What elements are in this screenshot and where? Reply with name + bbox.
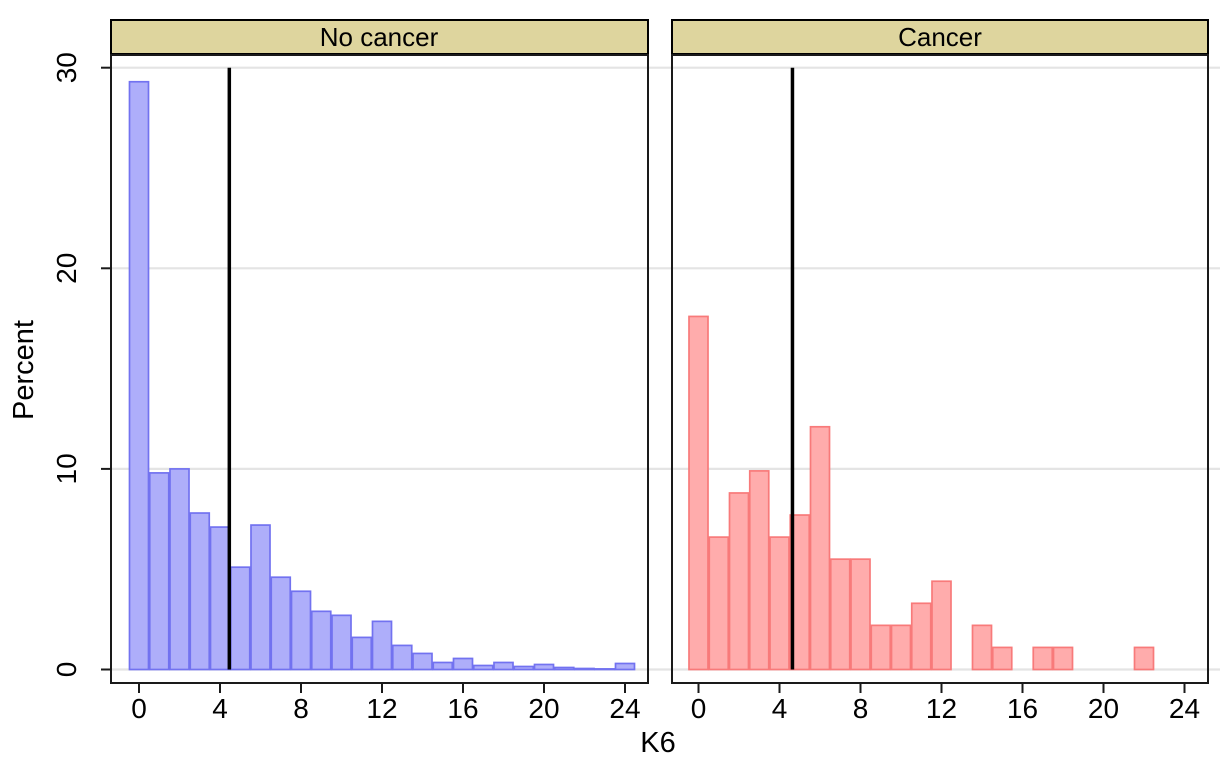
x-tick-label: 16 <box>447 693 478 724</box>
histogram-bar-k6-18 <box>493 661 514 671</box>
x-tick-label: 20 <box>528 693 559 724</box>
histogram-bar-k6-18 <box>1052 646 1074 671</box>
histogram-bar-k6-22 <box>1133 646 1155 671</box>
x-tick-label: 8 <box>853 693 869 724</box>
histogram-bar-k6-13 <box>391 644 413 671</box>
x-tick-label: 12 <box>926 693 957 724</box>
histogram-bar-k6-2 <box>728 492 750 671</box>
y-axis-title: Percent <box>8 320 40 420</box>
histogram-bar-k6-0 <box>688 315 709 671</box>
axis-labels-layer: Percent K6 No cancer Cancer <box>8 22 982 759</box>
x-tick-label: 16 <box>1007 693 1038 724</box>
histogram-bar-k6-4 <box>209 526 231 671</box>
panel-title-cancer: Cancer <box>898 22 982 52</box>
histogram-bar-k6-17 <box>472 664 494 671</box>
x-tick-label: 8 <box>293 693 309 724</box>
histogram-bar-k6-9 <box>310 610 332 671</box>
histogram-bar-k6-15 <box>432 661 454 671</box>
histogram-bar-k6-22 <box>574 667 595 671</box>
panel-title-band <box>671 19 1209 55</box>
histogram-bar-k6-5 <box>789 514 811 671</box>
x-tick-label: 4 <box>212 693 228 724</box>
histogram-bar-k6-16 <box>452 657 474 671</box>
y-tick-label: 10 <box>51 453 82 484</box>
histogram-bar-k6-8 <box>290 590 312 671</box>
histogram-bar-k6-1 <box>148 472 170 671</box>
histogram-bar-k6-11 <box>910 602 932 671</box>
plot-frame <box>110 54 649 684</box>
histogram-bar-k6-6 <box>250 524 271 671</box>
histogram-bar-k6-1 <box>708 536 730 671</box>
x-tick-label: 12 <box>366 693 397 724</box>
histogram-bar-k6-14 <box>971 624 993 671</box>
panel-title-band <box>110 19 649 55</box>
x-tick-label: 0 <box>131 693 147 724</box>
histogram-bar-k6-21 <box>553 666 575 671</box>
histogram-bar-k6-7 <box>270 576 292 671</box>
x-tick-label: 20 <box>1088 693 1119 724</box>
histogram-bar-k6-12 <box>931 580 952 671</box>
histogram-bar-k6-23 <box>594 668 616 671</box>
histogram-bar-k6-2 <box>169 468 190 671</box>
y-tick-label: 0 <box>51 662 82 678</box>
x-tick-label: 24 <box>1169 693 1200 724</box>
y-tick-label: 20 <box>51 253 82 284</box>
plot-frame <box>671 54 1209 684</box>
histogram-bar-k6-6 <box>809 425 831 671</box>
panel-title-no-cancer: No cancer <box>320 22 439 52</box>
y-tick-label: 30 <box>51 52 82 83</box>
x-axis-title: K6 <box>640 727 675 759</box>
histogram-bar-k6-10 <box>331 614 352 671</box>
histogram-bar-k6-15 <box>991 646 1013 671</box>
histogram-bar-k6-3 <box>748 470 770 671</box>
histogram-bar-k6-17 <box>1032 646 1054 671</box>
histogram-bar-k6-0 <box>128 80 150 671</box>
histogram-bar-k6-12 <box>371 620 393 671</box>
histogram-bar-k6-3 <box>189 512 211 671</box>
panels-layer: 0 4 8 12 16 20 24 0 10 20 30 0 4 8 12 16 20 24 <box>51 19 1209 724</box>
x-tick-label: 4 <box>772 693 788 724</box>
x-tick-label: 0 <box>691 693 707 724</box>
histogram-bar-k6-10 <box>890 624 912 671</box>
histogram-bar-k6-11 <box>351 636 373 671</box>
histogram-bar-k6-8 <box>850 558 871 671</box>
histogram-bar-k6-14 <box>412 652 433 671</box>
histogram-bar-k6-19 <box>513 665 535 671</box>
histogram-bar-k6-20 <box>533 663 555 671</box>
histogram-bar-k6-4 <box>769 536 790 671</box>
histogram-bar-k6-7 <box>829 558 851 671</box>
histogram-bar-k6-24 <box>614 662 636 671</box>
x-tick-label: 24 <box>609 693 640 724</box>
histogram-bar-k6-9 <box>870 624 892 671</box>
histogram-bar-k6-5 <box>229 566 251 671</box>
